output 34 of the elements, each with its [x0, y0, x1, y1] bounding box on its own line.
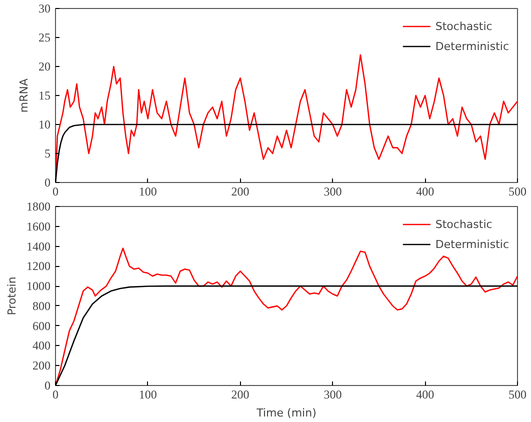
- x-tick-label: 200: [231, 184, 250, 198]
- y-tick-label: 0: [44, 378, 50, 392]
- y-tick-label: 400: [32, 338, 50, 353]
- y-tick-label: 0: [44, 176, 50, 190]
- x-tick-label: 100: [138, 388, 157, 402]
- x-tick-label: 100: [138, 184, 157, 198]
- x-tick-label: 500: [508, 388, 526, 402]
- y-axis-title: mRNA: [18, 78, 30, 113]
- x-axis-title: Time (min): [256, 406, 316, 420]
- legend-label: Stochastic: [435, 20, 492, 32]
- y-tick-label: 800: [32, 298, 50, 313]
- y-tick-label: 20: [38, 60, 50, 74]
- legend-label: Stochastic: [435, 218, 492, 230]
- legend-label: Deterministic: [435, 40, 509, 52]
- y-tick-label: 15: [38, 88, 50, 102]
- y-tick-label: 5: [44, 146, 50, 160]
- y-tick-label: 1400: [26, 239, 50, 254]
- x-tick-label: 300: [324, 184, 342, 198]
- y-tick-label: 1800: [26, 200, 50, 214]
- x-tick-label: 400: [416, 184, 434, 198]
- y-tick-label: 200: [32, 358, 50, 373]
- x-tick-label: 300: [324, 388, 342, 402]
- y-tick-label: 30: [38, 2, 50, 16]
- y-tick-label: 10: [38, 118, 50, 132]
- y-tick-label: 25: [38, 30, 50, 44]
- x-tick-label: 200: [231, 388, 250, 402]
- x-tick-label: 500: [508, 184, 526, 198]
- y-tick-label: 1600: [26, 219, 50, 234]
- x-tick-label: 400: [416, 388, 434, 402]
- y-tick-label: 600: [32, 318, 50, 333]
- y-axis-title: Protein: [6, 276, 18, 316]
- y-tick-label: 1000: [26, 279, 50, 294]
- y-tick-label: 1200: [26, 259, 50, 274]
- legend-label: Deterministic: [435, 238, 509, 250]
